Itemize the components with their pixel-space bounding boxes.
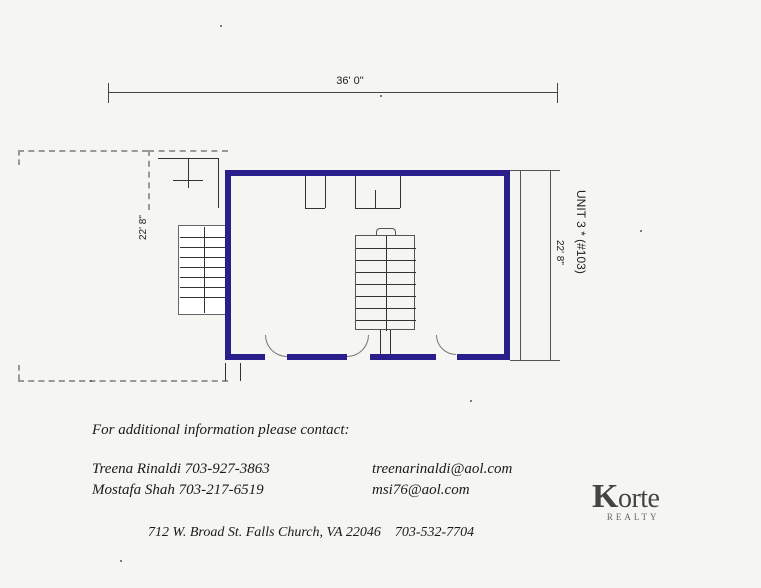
page-root: 36' 0" 22' 8" [0, 0, 761, 588]
office-address: 712 W. Broad St. Falls Church, VA 22046 [148, 525, 381, 540]
dim-line-top [108, 92, 558, 93]
contact-block: For additional information please contac… [92, 420, 652, 543]
agent-2-name: Mostafa Shah [92, 482, 175, 498]
agent-row-2: Mostafa Shah 703-217-6519 msi76@aol.com [92, 480, 652, 501]
dimension-right: 22' 8" [554, 240, 565, 265]
company-logo: KKorteorte REALTY [592, 478, 659, 522]
dimension-left: 22' 8" [138, 215, 149, 240]
left-stairs [180, 227, 228, 313]
agent-1-phone: 703-927-3863 [185, 461, 270, 477]
agent-1-email: treenarinaldi@aol.com [372, 459, 652, 480]
agent-2-name-phone: Mostafa Shah 703-217-6519 [92, 480, 332, 501]
contact-heading: For additional information please contac… [92, 420, 652, 441]
agent-1-name: Treena Rinaldi [92, 461, 181, 477]
dimension-top: 36' 0" [140, 75, 560, 87]
office-phone: 703-532-7704 [395, 525, 474, 540]
logo-main: KKorteorte [592, 478, 659, 516]
unit-label: UNIT 3 * (#103) [574, 190, 588, 274]
unit-highlight [225, 170, 510, 360]
agent-row-1: Treena Rinaldi 703-927-3863 treenarinald… [92, 459, 652, 480]
address-line: 712 W. Broad St. Falls Church, VA 22046 … [148, 523, 652, 543]
floorplan: 36' 0" 22' 8" [10, 30, 650, 400]
agent-1-name-phone: Treena Rinaldi 703-927-3863 [92, 459, 332, 480]
central-stairs [355, 235, 415, 330]
agent-2-phone: 703-217-6519 [179, 482, 264, 498]
